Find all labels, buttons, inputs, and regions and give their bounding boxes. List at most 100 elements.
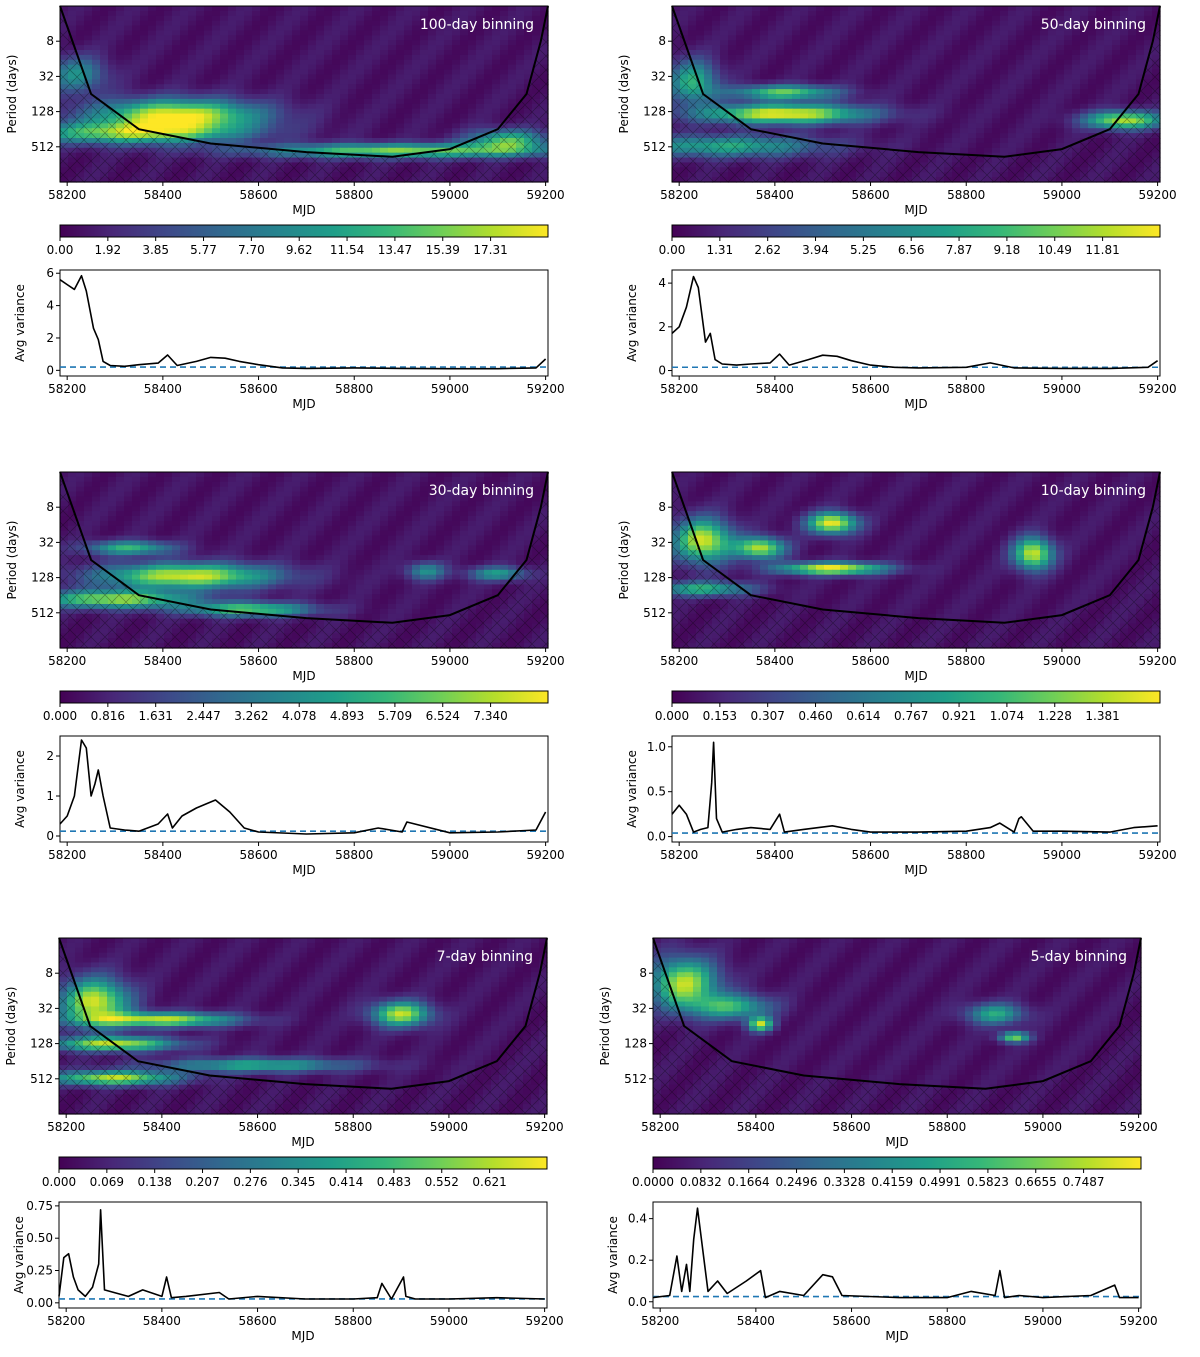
power-cell xyxy=(460,35,469,40)
power-cell xyxy=(1040,40,1049,45)
power-cell xyxy=(516,74,525,79)
power-cell xyxy=(492,477,501,482)
power-cell xyxy=(316,487,325,492)
power-cell xyxy=(204,79,213,84)
power-cell xyxy=(172,114,181,119)
power-cell xyxy=(100,65,109,70)
power-cell xyxy=(188,477,197,482)
power-cell xyxy=(1048,65,1057,70)
power-cell xyxy=(332,6,341,11)
power-cell xyxy=(952,84,961,89)
power-cell xyxy=(292,477,301,482)
power-cell xyxy=(292,16,301,21)
power-cell xyxy=(1088,60,1097,65)
power-cell xyxy=(260,138,269,143)
power-cell xyxy=(920,65,929,70)
power-cell xyxy=(204,506,213,511)
power-cell xyxy=(904,60,913,65)
power-cell xyxy=(316,45,325,50)
power-cell xyxy=(92,84,101,89)
power-cell xyxy=(428,40,437,45)
power-cell xyxy=(260,60,269,65)
power-cell xyxy=(808,50,817,55)
power-cell xyxy=(148,45,157,50)
power-cell xyxy=(840,133,849,138)
power-cell xyxy=(976,74,985,79)
power-cell xyxy=(960,30,969,35)
power-cell xyxy=(108,477,117,482)
power-cell xyxy=(252,89,261,94)
power-cell xyxy=(396,477,405,482)
power-cell xyxy=(880,40,889,45)
power-cell xyxy=(736,109,745,114)
power-cell xyxy=(728,74,737,79)
power-cell xyxy=(816,74,825,79)
power-cell xyxy=(840,40,849,45)
power-cell xyxy=(388,94,397,99)
power-cell xyxy=(888,26,897,31)
power-cell xyxy=(116,55,125,60)
power-cell xyxy=(396,6,405,11)
power-cell xyxy=(284,492,293,497)
power-cell xyxy=(132,94,141,99)
power-cell xyxy=(872,65,881,70)
power-cell xyxy=(220,501,229,506)
power-cell xyxy=(832,26,841,31)
power-cell xyxy=(364,16,373,21)
avg-variance-plot: 024Avg variance58200 58400 58600 58800 59000… xyxy=(625,270,1177,411)
power-cell xyxy=(220,128,229,133)
power-cell xyxy=(840,118,849,123)
power-cell xyxy=(164,506,173,511)
power-cell xyxy=(324,40,333,45)
power-cell xyxy=(284,55,293,60)
power-cell xyxy=(848,35,857,40)
power-cell xyxy=(172,501,181,506)
power-cell xyxy=(976,99,985,104)
power-cell xyxy=(944,60,953,65)
power-cell xyxy=(896,11,905,16)
power-cell xyxy=(292,89,301,94)
power-cell xyxy=(140,84,149,89)
power-cell xyxy=(912,30,921,35)
power-cell xyxy=(1032,94,1041,99)
power-cell xyxy=(332,35,341,40)
power-cell xyxy=(840,21,849,26)
power-cell xyxy=(324,65,333,70)
power-cell xyxy=(228,35,237,40)
power-cell xyxy=(300,496,309,501)
power-cell xyxy=(268,35,277,40)
power-cell xyxy=(228,138,237,143)
power-cell xyxy=(720,79,729,84)
power-cell xyxy=(260,40,269,45)
power-cell xyxy=(324,118,333,123)
power-cell xyxy=(276,94,285,99)
power-cell xyxy=(324,70,333,75)
power-cell xyxy=(712,50,721,55)
power-cell xyxy=(172,99,181,104)
power-cell xyxy=(920,74,929,79)
power-cell xyxy=(968,55,977,60)
power-cell xyxy=(920,79,929,84)
power-cell xyxy=(308,128,317,133)
power-cell xyxy=(204,70,213,75)
power-cell xyxy=(188,50,197,55)
power-cell xyxy=(292,472,301,477)
power-cell xyxy=(356,114,365,119)
power-cell xyxy=(340,40,349,45)
power-cell xyxy=(140,482,149,487)
power-cell xyxy=(968,16,977,21)
power-cell xyxy=(356,35,365,40)
power-cell xyxy=(872,104,881,109)
power-cell xyxy=(164,79,173,84)
colorbar-tick-label: 11.81 xyxy=(1085,243,1119,257)
power-cell xyxy=(396,74,405,79)
power-cell xyxy=(292,30,301,35)
power-cell xyxy=(300,501,309,506)
power-cell xyxy=(220,487,229,492)
power-cell xyxy=(840,26,849,31)
power-cell xyxy=(196,26,205,31)
power-cell xyxy=(268,30,277,35)
power-cell xyxy=(720,99,729,104)
power-cell xyxy=(752,55,761,60)
power-cell xyxy=(196,35,205,40)
